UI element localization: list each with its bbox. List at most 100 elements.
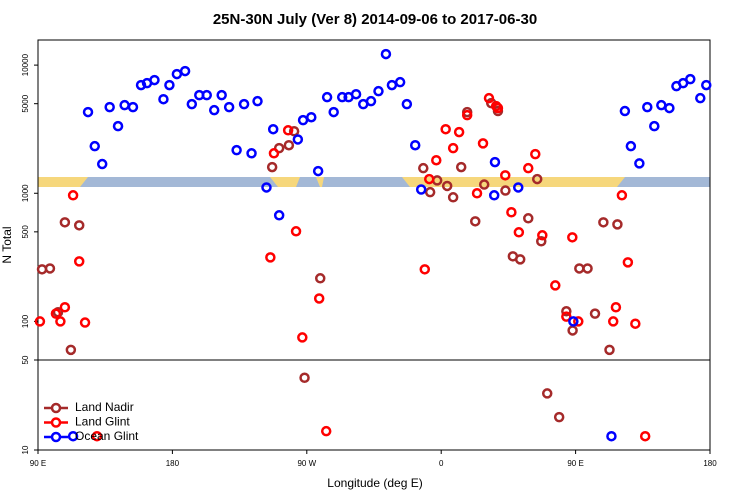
data-point xyxy=(639,430,651,442)
x-axis-label: Longitude (deg E) xyxy=(327,476,422,490)
x-tick-label: 180 xyxy=(166,459,180,468)
data-point xyxy=(73,256,85,267)
land-ocean-strip xyxy=(38,177,710,187)
data-point xyxy=(500,185,511,196)
legend-marker xyxy=(50,402,62,414)
data-point xyxy=(171,68,183,80)
data-point xyxy=(441,180,453,192)
data-point xyxy=(59,301,71,313)
data-point xyxy=(431,154,442,166)
data-point xyxy=(440,123,451,135)
data-point xyxy=(634,158,645,169)
data-point xyxy=(112,120,124,132)
data-point xyxy=(550,280,561,291)
data-point xyxy=(642,101,653,113)
data-point xyxy=(246,148,257,159)
data-point xyxy=(238,98,250,110)
data-point xyxy=(314,273,326,284)
data-point xyxy=(477,138,489,149)
data-point xyxy=(104,101,115,113)
legend-label: Land Nadir xyxy=(75,400,134,414)
y-axis-label: N Total xyxy=(0,226,14,263)
data-point xyxy=(523,213,534,224)
data-point xyxy=(415,184,427,195)
data-point xyxy=(290,226,302,237)
data-point xyxy=(695,92,706,104)
data-point xyxy=(606,430,617,442)
data-point xyxy=(488,190,500,201)
data-point xyxy=(321,91,333,103)
data-point xyxy=(312,165,324,177)
data-point xyxy=(453,126,465,138)
data-point xyxy=(622,257,634,268)
data-point xyxy=(119,99,130,111)
data-point xyxy=(292,134,304,145)
data-point xyxy=(541,388,553,399)
x-tick-label: 90 W xyxy=(297,459,316,468)
data-point xyxy=(297,332,308,343)
data-point xyxy=(447,142,459,154)
y-tick-label: 5000 xyxy=(21,94,30,112)
data-point xyxy=(186,98,198,110)
data-point xyxy=(625,140,637,152)
data-point xyxy=(73,220,85,231)
data-point xyxy=(409,139,421,151)
data-point xyxy=(82,106,94,118)
data-point xyxy=(261,182,272,193)
data-point xyxy=(471,188,483,199)
data-point xyxy=(50,308,62,319)
x-tick-label: 90 E xyxy=(30,459,46,468)
data-point xyxy=(582,263,593,274)
data-point xyxy=(589,308,601,319)
data-point xyxy=(523,162,534,174)
x-tick-label: 180 xyxy=(703,459,717,468)
data-point xyxy=(149,74,160,86)
data-point xyxy=(424,173,435,185)
data-point xyxy=(44,263,56,274)
data-point xyxy=(561,306,572,317)
data-point xyxy=(489,156,501,168)
data-point xyxy=(306,111,317,123)
legend-label: Land Glint xyxy=(75,415,130,429)
data-point xyxy=(616,190,628,201)
data-point xyxy=(55,316,66,327)
data-point xyxy=(469,216,481,227)
data-point xyxy=(656,99,667,111)
data-point xyxy=(500,170,511,181)
data-point xyxy=(514,254,526,265)
x-tick-label: 0 xyxy=(439,459,444,468)
plot-frame xyxy=(37,39,711,451)
data-point xyxy=(89,140,100,152)
data-point xyxy=(418,162,429,174)
data-point xyxy=(266,161,278,173)
data-point xyxy=(201,89,212,101)
data-point xyxy=(664,102,675,114)
y-tick-label: 10 xyxy=(21,445,30,454)
data-point xyxy=(483,92,495,104)
y-tick-label: 50 xyxy=(21,355,30,364)
data-point xyxy=(350,88,362,100)
data-point xyxy=(216,89,227,101)
data-point xyxy=(649,120,660,132)
data-point xyxy=(34,316,46,327)
legend-marker xyxy=(50,431,62,443)
data-point xyxy=(574,263,585,274)
data-point xyxy=(373,85,384,97)
data-point xyxy=(299,372,310,384)
y-tick-label: 1000 xyxy=(21,184,30,202)
data-point xyxy=(568,316,579,327)
legend-label: Ocean Glint xyxy=(75,429,139,443)
data-point xyxy=(478,179,490,190)
data-point xyxy=(506,206,517,218)
data-point xyxy=(610,301,622,313)
y-tick-label: 100 xyxy=(21,314,30,328)
data-point xyxy=(567,325,578,336)
data-point xyxy=(455,161,467,173)
data-point xyxy=(598,217,609,228)
data-point xyxy=(328,106,339,118)
data-point xyxy=(461,109,473,121)
data-point xyxy=(164,79,175,91)
data-point xyxy=(386,79,398,91)
data-point xyxy=(630,318,641,329)
